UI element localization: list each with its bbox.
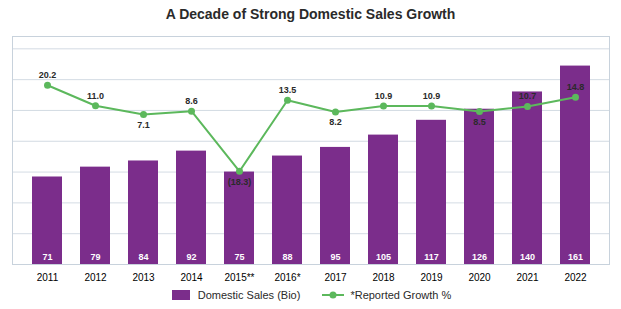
svg-text:2020: 2020 bbox=[468, 272, 491, 283]
svg-text:105: 105 bbox=[376, 252, 391, 262]
svg-text:2022: 2022 bbox=[564, 272, 587, 283]
svg-text:126: 126 bbox=[472, 252, 487, 262]
svg-text:10.9: 10.9 bbox=[375, 91, 393, 101]
svg-text:2016*: 2016* bbox=[274, 272, 300, 283]
svg-text:75: 75 bbox=[234, 252, 244, 262]
svg-text:11.0: 11.0 bbox=[87, 91, 104, 101]
svg-text:(18.3): (18.3) bbox=[228, 177, 252, 187]
svg-text:8.5: 8.5 bbox=[473, 117, 486, 127]
svg-text:2018: 2018 bbox=[372, 272, 395, 283]
svg-text:140: 140 bbox=[520, 252, 535, 262]
svg-text:95: 95 bbox=[330, 252, 340, 262]
svg-text:14.8: 14.8 bbox=[567, 82, 585, 92]
svg-text:2019: 2019 bbox=[420, 272, 443, 283]
svg-text:79: 79 bbox=[90, 252, 100, 262]
svg-text:88: 88 bbox=[282, 252, 292, 262]
svg-text:117: 117 bbox=[424, 252, 439, 262]
svg-text:8.6: 8.6 bbox=[185, 96, 198, 106]
svg-text:8.2: 8.2 bbox=[329, 117, 342, 127]
svg-text:2013: 2013 bbox=[132, 272, 155, 283]
html-text:Domestic Sales (Bio): Domestic Sales (Bio) bbox=[197, 289, 301, 301]
svg-text:13.5: 13.5 bbox=[279, 85, 297, 95]
svg-text:10.7: 10.7 bbox=[519, 91, 537, 101]
svg-text:2014: 2014 bbox=[180, 272, 203, 283]
svg-text:84: 84 bbox=[138, 252, 148, 262]
svg-text:2011: 2011 bbox=[37, 272, 59, 283]
svg-text:92: 92 bbox=[186, 252, 196, 262]
html-text:*Reported Growth %: *Reported Growth % bbox=[350, 289, 452, 301]
html-text:A Decade of Strong Domestic Sa: A Decade of Strong Domestic Sales Growth bbox=[165, 6, 456, 22]
svg-text:161: 161 bbox=[568, 252, 583, 262]
svg-text:2017: 2017 bbox=[324, 272, 347, 283]
svg-text:2012: 2012 bbox=[84, 272, 107, 283]
svg-text:2021: 2021 bbox=[516, 272, 539, 283]
svg-text:10.9: 10.9 bbox=[423, 91, 441, 101]
svg-text:7.1: 7.1 bbox=[137, 120, 150, 130]
svg-text:2015**: 2015** bbox=[224, 272, 254, 283]
svg-text:20.2: 20.2 bbox=[39, 70, 57, 80]
svg-text:71: 71 bbox=[42, 252, 52, 262]
